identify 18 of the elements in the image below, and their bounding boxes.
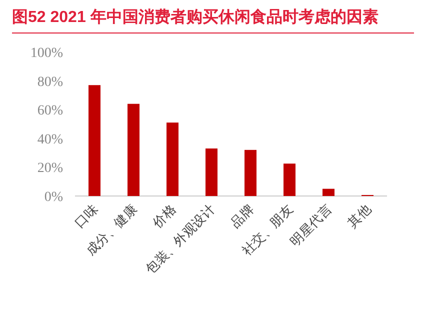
y-tick-label: 80% bbox=[37, 74, 64, 90]
bar bbox=[244, 150, 256, 196]
x-tick-label: 口味 bbox=[72, 202, 101, 231]
y-tick-label: 0% bbox=[44, 190, 64, 205]
bar bbox=[128, 104, 140, 196]
x-tick-label: 品牌 bbox=[228, 202, 257, 231]
y-tick-label: 20% bbox=[37, 161, 64, 176]
x-tick-label: 其他 bbox=[344, 202, 374, 231]
bar bbox=[166, 122, 178, 196]
x-tick-label: 价格 bbox=[148, 202, 179, 232]
bar bbox=[322, 188, 334, 196]
y-tick-label: 100% bbox=[30, 46, 64, 61]
chart-title: 图52 2021 年中国消费者购买休闲食品时考虑的因素 bbox=[12, 8, 378, 26]
bar bbox=[206, 148, 218, 196]
bar bbox=[284, 164, 296, 196]
y-tick-label: 60% bbox=[37, 104, 64, 119]
bar bbox=[88, 85, 100, 196]
y-tick-label: 40% bbox=[37, 132, 64, 148]
